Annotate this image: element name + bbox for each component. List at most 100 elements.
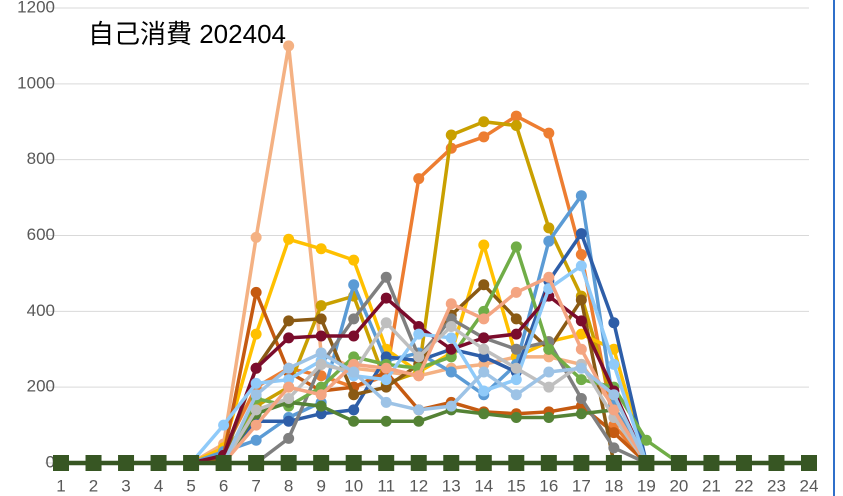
data-marker xyxy=(283,315,295,327)
data-marker xyxy=(380,317,392,329)
y-tick-label: 0 xyxy=(46,452,55,471)
series-line xyxy=(61,294,809,465)
data-marker xyxy=(348,330,360,342)
data-marker xyxy=(510,313,522,325)
x-tick-label: 11 xyxy=(377,476,395,495)
data-marker xyxy=(413,351,425,363)
data-marker xyxy=(250,377,262,389)
data-marker xyxy=(250,328,262,340)
data-marker xyxy=(315,389,327,401)
data-marker xyxy=(315,358,327,370)
x-tick-label: 21 xyxy=(702,476,721,495)
data-marker xyxy=(478,408,490,420)
data-marker xyxy=(313,455,330,471)
x-tick-label: 2 xyxy=(89,476,98,495)
series-line xyxy=(61,114,809,465)
series-line xyxy=(61,290,809,465)
data-marker xyxy=(215,455,232,471)
data-marker xyxy=(445,351,457,363)
data-marker xyxy=(540,455,557,471)
data-marker xyxy=(348,279,360,291)
data-marker xyxy=(348,313,360,325)
data-marker xyxy=(543,127,555,139)
data-marker xyxy=(510,286,522,298)
data-marker xyxy=(345,455,362,471)
data-marker xyxy=(608,389,620,401)
data-marker xyxy=(608,442,620,454)
x-tick-label: 14 xyxy=(474,476,493,495)
data-marker xyxy=(510,412,522,423)
data-marker xyxy=(348,358,360,370)
data-marker xyxy=(478,366,490,378)
data-marker xyxy=(608,427,620,439)
y-tick-label: 600 xyxy=(27,225,55,244)
data-marker xyxy=(348,415,360,427)
data-marker xyxy=(445,343,457,355)
series-line xyxy=(61,120,809,465)
data-marker xyxy=(575,294,587,306)
data-marker xyxy=(575,315,587,327)
data-marker xyxy=(283,332,295,344)
data-marker xyxy=(248,455,265,471)
data-marker xyxy=(283,362,295,374)
data-marker xyxy=(413,328,425,340)
series-line xyxy=(61,237,809,465)
x-tick-label: 7 xyxy=(251,476,260,495)
data-marker xyxy=(608,404,620,416)
x-tick-label: 15 xyxy=(507,476,526,495)
data-marker xyxy=(443,455,460,471)
data-marker xyxy=(478,305,490,317)
data-marker xyxy=(575,374,587,386)
x-tick-label: 1 xyxy=(56,476,65,495)
data-marker xyxy=(608,358,620,370)
data-marker xyxy=(315,243,327,255)
data-marker xyxy=(283,393,295,405)
data-marker xyxy=(510,374,522,386)
data-marker xyxy=(380,374,392,386)
data-marker xyxy=(315,300,327,312)
data-marker xyxy=(348,389,360,401)
data-marker xyxy=(605,455,622,471)
data-marker xyxy=(640,434,652,446)
data-marker xyxy=(543,381,555,393)
data-marker xyxy=(413,321,425,332)
data-marker xyxy=(85,455,102,471)
data-marker xyxy=(315,347,327,359)
series-line xyxy=(61,351,809,465)
data-marker xyxy=(445,400,457,412)
data-marker xyxy=(543,366,555,378)
data-marker xyxy=(445,129,457,141)
x-tick-label: 13 xyxy=(442,476,461,495)
data-marker xyxy=(510,328,522,340)
data-marker xyxy=(348,351,360,363)
data-marker xyxy=(801,455,817,471)
data-marker xyxy=(380,381,392,393)
data-marker xyxy=(283,432,295,444)
series-line xyxy=(61,400,809,465)
data-marker xyxy=(283,233,295,245)
data-marker xyxy=(575,260,587,272)
data-marker xyxy=(218,419,230,431)
data-marker xyxy=(380,271,392,283)
data-marker xyxy=(573,455,590,471)
data-marker xyxy=(510,343,522,355)
data-marker xyxy=(510,241,522,253)
data-marker xyxy=(413,173,425,185)
data-marker xyxy=(445,298,457,310)
data-marker xyxy=(118,455,135,471)
data-marker xyxy=(445,366,457,378)
data-marker xyxy=(53,455,69,471)
data-marker xyxy=(380,396,392,408)
data-marker xyxy=(315,313,327,325)
data-marker xyxy=(575,190,587,202)
data-marker xyxy=(280,455,297,471)
series-line xyxy=(61,275,809,465)
data-marker xyxy=(768,455,785,471)
y-tick-label: 400 xyxy=(27,301,55,320)
data-marker xyxy=(510,389,522,401)
data-marker xyxy=(478,358,490,370)
data-marker xyxy=(410,455,427,471)
data-marker xyxy=(445,332,457,344)
data-marker xyxy=(348,366,360,378)
x-tick-label: 9 xyxy=(316,476,325,495)
